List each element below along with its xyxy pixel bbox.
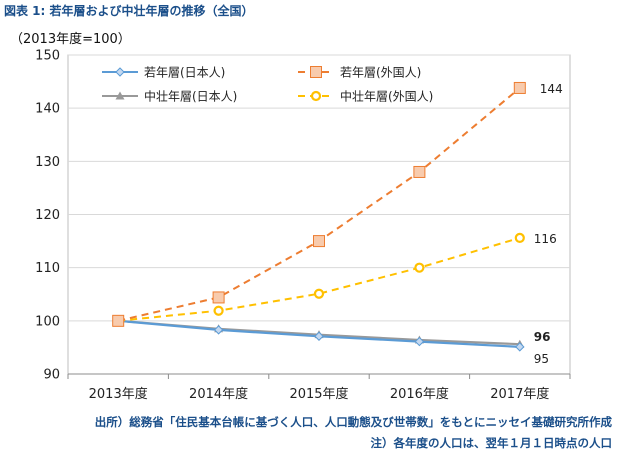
series-young-japanese (113, 316, 525, 352)
legend-label-middle-japanese: 中壮年層(日本人) (144, 89, 237, 104)
series-middle-foreign (113, 232, 525, 326)
series-young-foreign (112, 81, 526, 327)
data-labels: 95 144 96 116 (534, 82, 563, 366)
x-tick-label-2015: 2015年度 (289, 386, 348, 402)
legend-swatch-marker-young-japanese (115, 67, 125, 77)
footnote: 注）各年度の人口は、翌年１月１日時点の人口 (370, 436, 613, 450)
legend-swatch-marker-middle-japanese (115, 91, 125, 100)
point-young-japanese-2014 (213, 325, 224, 335)
x-tick-label-2016: 2016年度 (390, 386, 449, 402)
x-tick-label-2014: 2014年度 (189, 386, 248, 402)
point-young-foreign-2016 (413, 165, 426, 178)
point-young-foreign-2014 (212, 291, 225, 304)
point-middle-foreign-2016 (414, 262, 425, 273)
y-axis-unit-label: （2013年度=100） (10, 32, 131, 47)
x-tick-label-2013: 2013年度 (89, 386, 148, 402)
series-line-young-foreign (117, 87, 521, 322)
point-young-japanese-2015 (314, 331, 324, 341)
legend-swatch-marker-middle-foreign (310, 90, 322, 102)
point-young-foreign-2017 (513, 81, 526, 94)
point-middle-foreign-2015 (313, 288, 325, 299)
legend-entry-middle-foreign: 中壮年層(外国人) (298, 89, 433, 104)
legend-entry-middle-japanese: 中壮年層(日本人) (102, 89, 237, 104)
legend-label-middle-foreign: 中壮年層(外国人) (340, 89, 433, 104)
data-label-middle-foreign: 116 (534, 232, 557, 246)
source-note: 出所）総務省「住民基本台帳に基づく人口、人口動態及び世帯数」をもとにニッセイ基礎… (94, 415, 612, 429)
point-young-japanese-2017 (515, 342, 525, 352)
point-young-foreign-2015 (313, 235, 325, 248)
y-tick-label-90: 90 (43, 368, 60, 383)
y-tick-label-140: 140 (35, 102, 60, 117)
line-chart: 90 100 110 120 130 140 150 2013年度 2014年度 2015年度 20… (35, 49, 571, 402)
y-tick-label-110: 110 (35, 261, 60, 276)
series-line-middle-foreign (118, 236, 521, 322)
legend-label-young-japanese: 若年層(日本人) (144, 66, 225, 80)
legend: 若年層(日本人) 若年層(外国人) 中壮年層(日本人) 中壮年層(外国人) (102, 66, 433, 104)
legend-swatch-marker-young-foreign (310, 66, 322, 78)
x-tick-label-2017: 2017年度 (490, 386, 549, 402)
y-tick-label-100: 100 (35, 314, 60, 329)
point-middle-foreign-2017 (514, 232, 525, 243)
legend-entry-young-foreign: 若年層(外国人) (298, 66, 421, 80)
data-label-young-japanese: 95 (534, 352, 549, 366)
figure-title: 図表 1: 若年層および中壮年層の推移（全国） (4, 4, 254, 18)
point-middle-foreign-2014 (213, 305, 224, 316)
legend-entry-young-japanese: 若年層(日本人) (102, 66, 225, 80)
y-tick-label-150: 150 (35, 49, 60, 64)
point-young-japanese-2016 (414, 336, 425, 347)
y-tick-label-120: 120 (35, 208, 60, 223)
y-tick-label-130: 130 (35, 155, 60, 170)
point-young-foreign-2013 (112, 314, 125, 327)
data-label-middle-japanese: 96 (534, 330, 551, 344)
axes: 90 100 110 120 130 140 150 2013年度 2014年度 2015年度 20… (35, 49, 571, 402)
data-label-young-foreign: 144 (540, 82, 563, 96)
series-lines (112, 81, 526, 352)
legend-label-young-foreign: 若年層(外国人) (340, 66, 421, 80)
